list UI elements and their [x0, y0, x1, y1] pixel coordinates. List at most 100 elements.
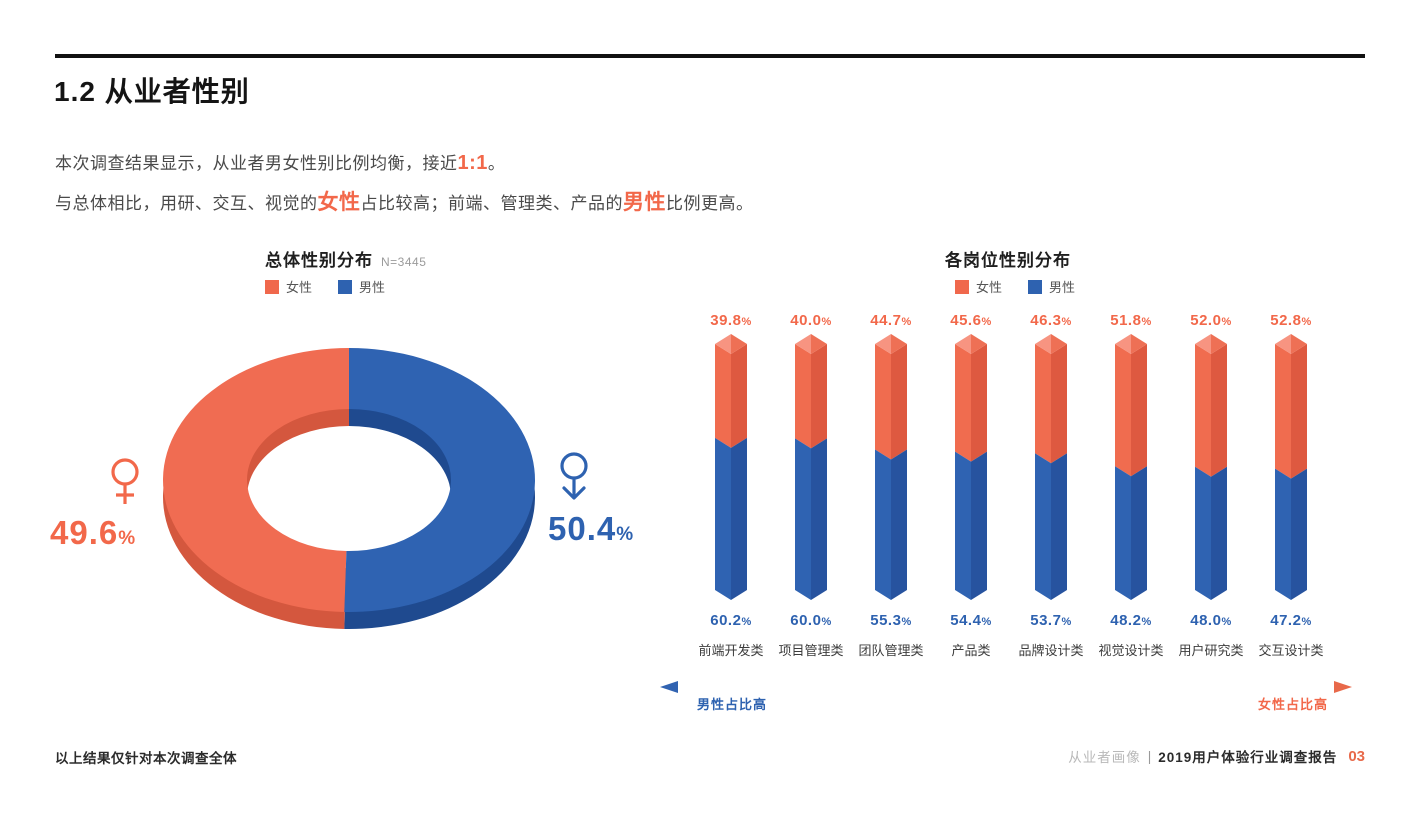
- sample-size-label: N=3445: [381, 255, 427, 269]
- bar-column-7: 52.0% 48.0% 用户研究类: [1171, 312, 1251, 659]
- female-value-label: 51.8%: [1110, 312, 1152, 329]
- female-value-label: 52.0%: [1190, 312, 1232, 329]
- male-value-label: 55.3%: [870, 612, 912, 629]
- stacked-bar-svg: [1195, 334, 1227, 600]
- female-icon: [111, 458, 139, 504]
- male-segment-left-face: [715, 437, 731, 600]
- donut-chart: [152, 334, 556, 636]
- legend-label-male: 男性: [1049, 280, 1076, 295]
- legend-label-female: 女性: [286, 280, 313, 295]
- page-number: 03: [1348, 747, 1365, 765]
- female-segment-right-face: [971, 344, 987, 462]
- bar-cap-left-face: [1275, 334, 1291, 354]
- female-segment-left-face: [1035, 344, 1051, 464]
- female-segment-left-face: [1115, 344, 1131, 477]
- male-value-label: 54.4%: [950, 612, 992, 629]
- male-highlight: 男性: [623, 191, 666, 214]
- top-rule: [55, 54, 1365, 58]
- bar-cap-right-face: [1131, 334, 1147, 354]
- stacked-bar-svg: [1115, 334, 1147, 600]
- donut-slice-male: [344, 348, 536, 612]
- intro-line2-seg3: 比例更高。: [666, 194, 754, 213]
- stacked-bar-svg: [955, 334, 987, 600]
- male-value-label: 47.2%: [1270, 612, 1312, 629]
- intro-line2-seg2: 占比较高；前端、管理类、产品的: [360, 194, 623, 213]
- donut-chart-title: 总体性别分布: [265, 251, 373, 270]
- bar-cap-right-face: [891, 334, 907, 354]
- category-label: 视觉设计类: [1098, 643, 1164, 658]
- bar-legend: 女性 男性: [955, 277, 1075, 296]
- male-segment-right-face: [891, 449, 907, 600]
- male-segment-right-face: [811, 438, 827, 600]
- bar-cap-left-face: [955, 334, 971, 354]
- female-segment-right-face: [1291, 344, 1307, 479]
- male-swatch-icon: [338, 279, 353, 294]
- bar-cap-left-face: [1115, 334, 1131, 354]
- intro-line-1: 本次调查结果显示，从业者男女性别比例均衡，接近1:1。: [55, 149, 505, 175]
- female-highlight: 女性: [317, 191, 361, 214]
- male-segment-right-face: [731, 437, 747, 600]
- female-segment-left-face: [715, 344, 731, 448]
- intro-line-2: 与总体相比，用研、交互、视觉的女性占比较高；前端、管理类、产品的男性比例更高。: [55, 186, 754, 216]
- donut-legend: 女性 男性: [265, 277, 385, 296]
- legend-item-male: 男性: [338, 277, 385, 296]
- female-segment-right-face: [1051, 344, 1067, 464]
- male-segment-right-face: [1211, 466, 1227, 600]
- female-value-label: 52.8%: [1270, 312, 1312, 329]
- bar-column-5: 46.3% 53.7% 品牌设计类: [1011, 312, 1091, 659]
- female-percentage: 49.6%: [50, 514, 137, 551]
- bar-chart-header: 各岗位性别分布: [945, 246, 1071, 271]
- male-segment-left-face: [1195, 466, 1211, 600]
- female-value-label: 45.6%: [950, 312, 992, 329]
- stacked-bar-svg: [715, 334, 747, 600]
- female-value-label: 40.0%: [790, 312, 832, 329]
- bar-cap-left-face: [795, 334, 811, 354]
- legend-label-male: 男性: [359, 280, 386, 295]
- stacked-bar-svg: [1275, 334, 1307, 600]
- footer-meta: 从业者画像 | 2019用户体验行业调查报告 03: [1068, 746, 1365, 766]
- donut-chart-header: 总体性别分布 N=3445: [265, 246, 426, 271]
- female-callout: 49.6%: [50, 458, 142, 549]
- male-value-label: 60.0%: [790, 612, 832, 629]
- category-label: 交互设计类: [1258, 643, 1324, 658]
- category-label: 前端开发类: [698, 643, 764, 658]
- male-segment-left-face: [795, 438, 811, 600]
- female-swatch-icon: [265, 279, 279, 294]
- stacked-bar-svg: [875, 334, 907, 600]
- bar-cap-right-face: [1051, 334, 1067, 354]
- bar-column-2: 40.0% 60.0% 项目管理类: [771, 312, 851, 659]
- male-segment-right-face: [1051, 453, 1067, 600]
- male-segment-right-face: [1291, 468, 1307, 600]
- arrowhead-right-icon: [1334, 681, 1352, 693]
- male-segment-right-face: [971, 451, 987, 600]
- bar-column-1: 39.8% 60.2% 前端开发类: [691, 312, 771, 659]
- female-segment-right-face: [891, 344, 907, 460]
- female-segment-right-face: [1211, 344, 1227, 477]
- bar-cap-left-face: [875, 334, 891, 354]
- female-segment-left-face: [1195, 344, 1211, 477]
- male-callout: 50.4%: [548, 452, 634, 545]
- bar-cap-right-face: [731, 334, 747, 354]
- donut-slice-female: [163, 348, 349, 612]
- female-segment-right-face: [731, 344, 747, 448]
- male-segment-left-face: [1115, 466, 1131, 600]
- bar-cap-left-face: [1195, 334, 1211, 354]
- female-swatch-icon: [955, 279, 969, 294]
- male-percentage: 50.4%: [548, 510, 635, 547]
- male-segment-left-face: [955, 451, 971, 600]
- footer-brand: 从业者画像: [1068, 750, 1141, 765]
- bar-column-6: 51.8% 48.2% 视觉设计类: [1091, 312, 1171, 659]
- male-segment-left-face: [1035, 453, 1051, 600]
- female-segment-left-face: [955, 344, 971, 462]
- category-label: 用户研究类: [1178, 643, 1244, 658]
- legend-label-female: 女性: [976, 280, 1003, 295]
- male-value-label: 48.2%: [1110, 612, 1152, 629]
- female-value-label: 39.8%: [710, 312, 752, 329]
- male-segment-right-face: [1131, 466, 1147, 600]
- axis-label-male-high: 男性占比高: [697, 697, 768, 712]
- bar-cap-right-face: [1211, 334, 1227, 354]
- female-value-label: 44.7%: [870, 312, 912, 329]
- bar-column-4: 45.6% 54.4% 产品类: [931, 312, 1011, 659]
- legend-item-female: 女性: [955, 277, 1002, 296]
